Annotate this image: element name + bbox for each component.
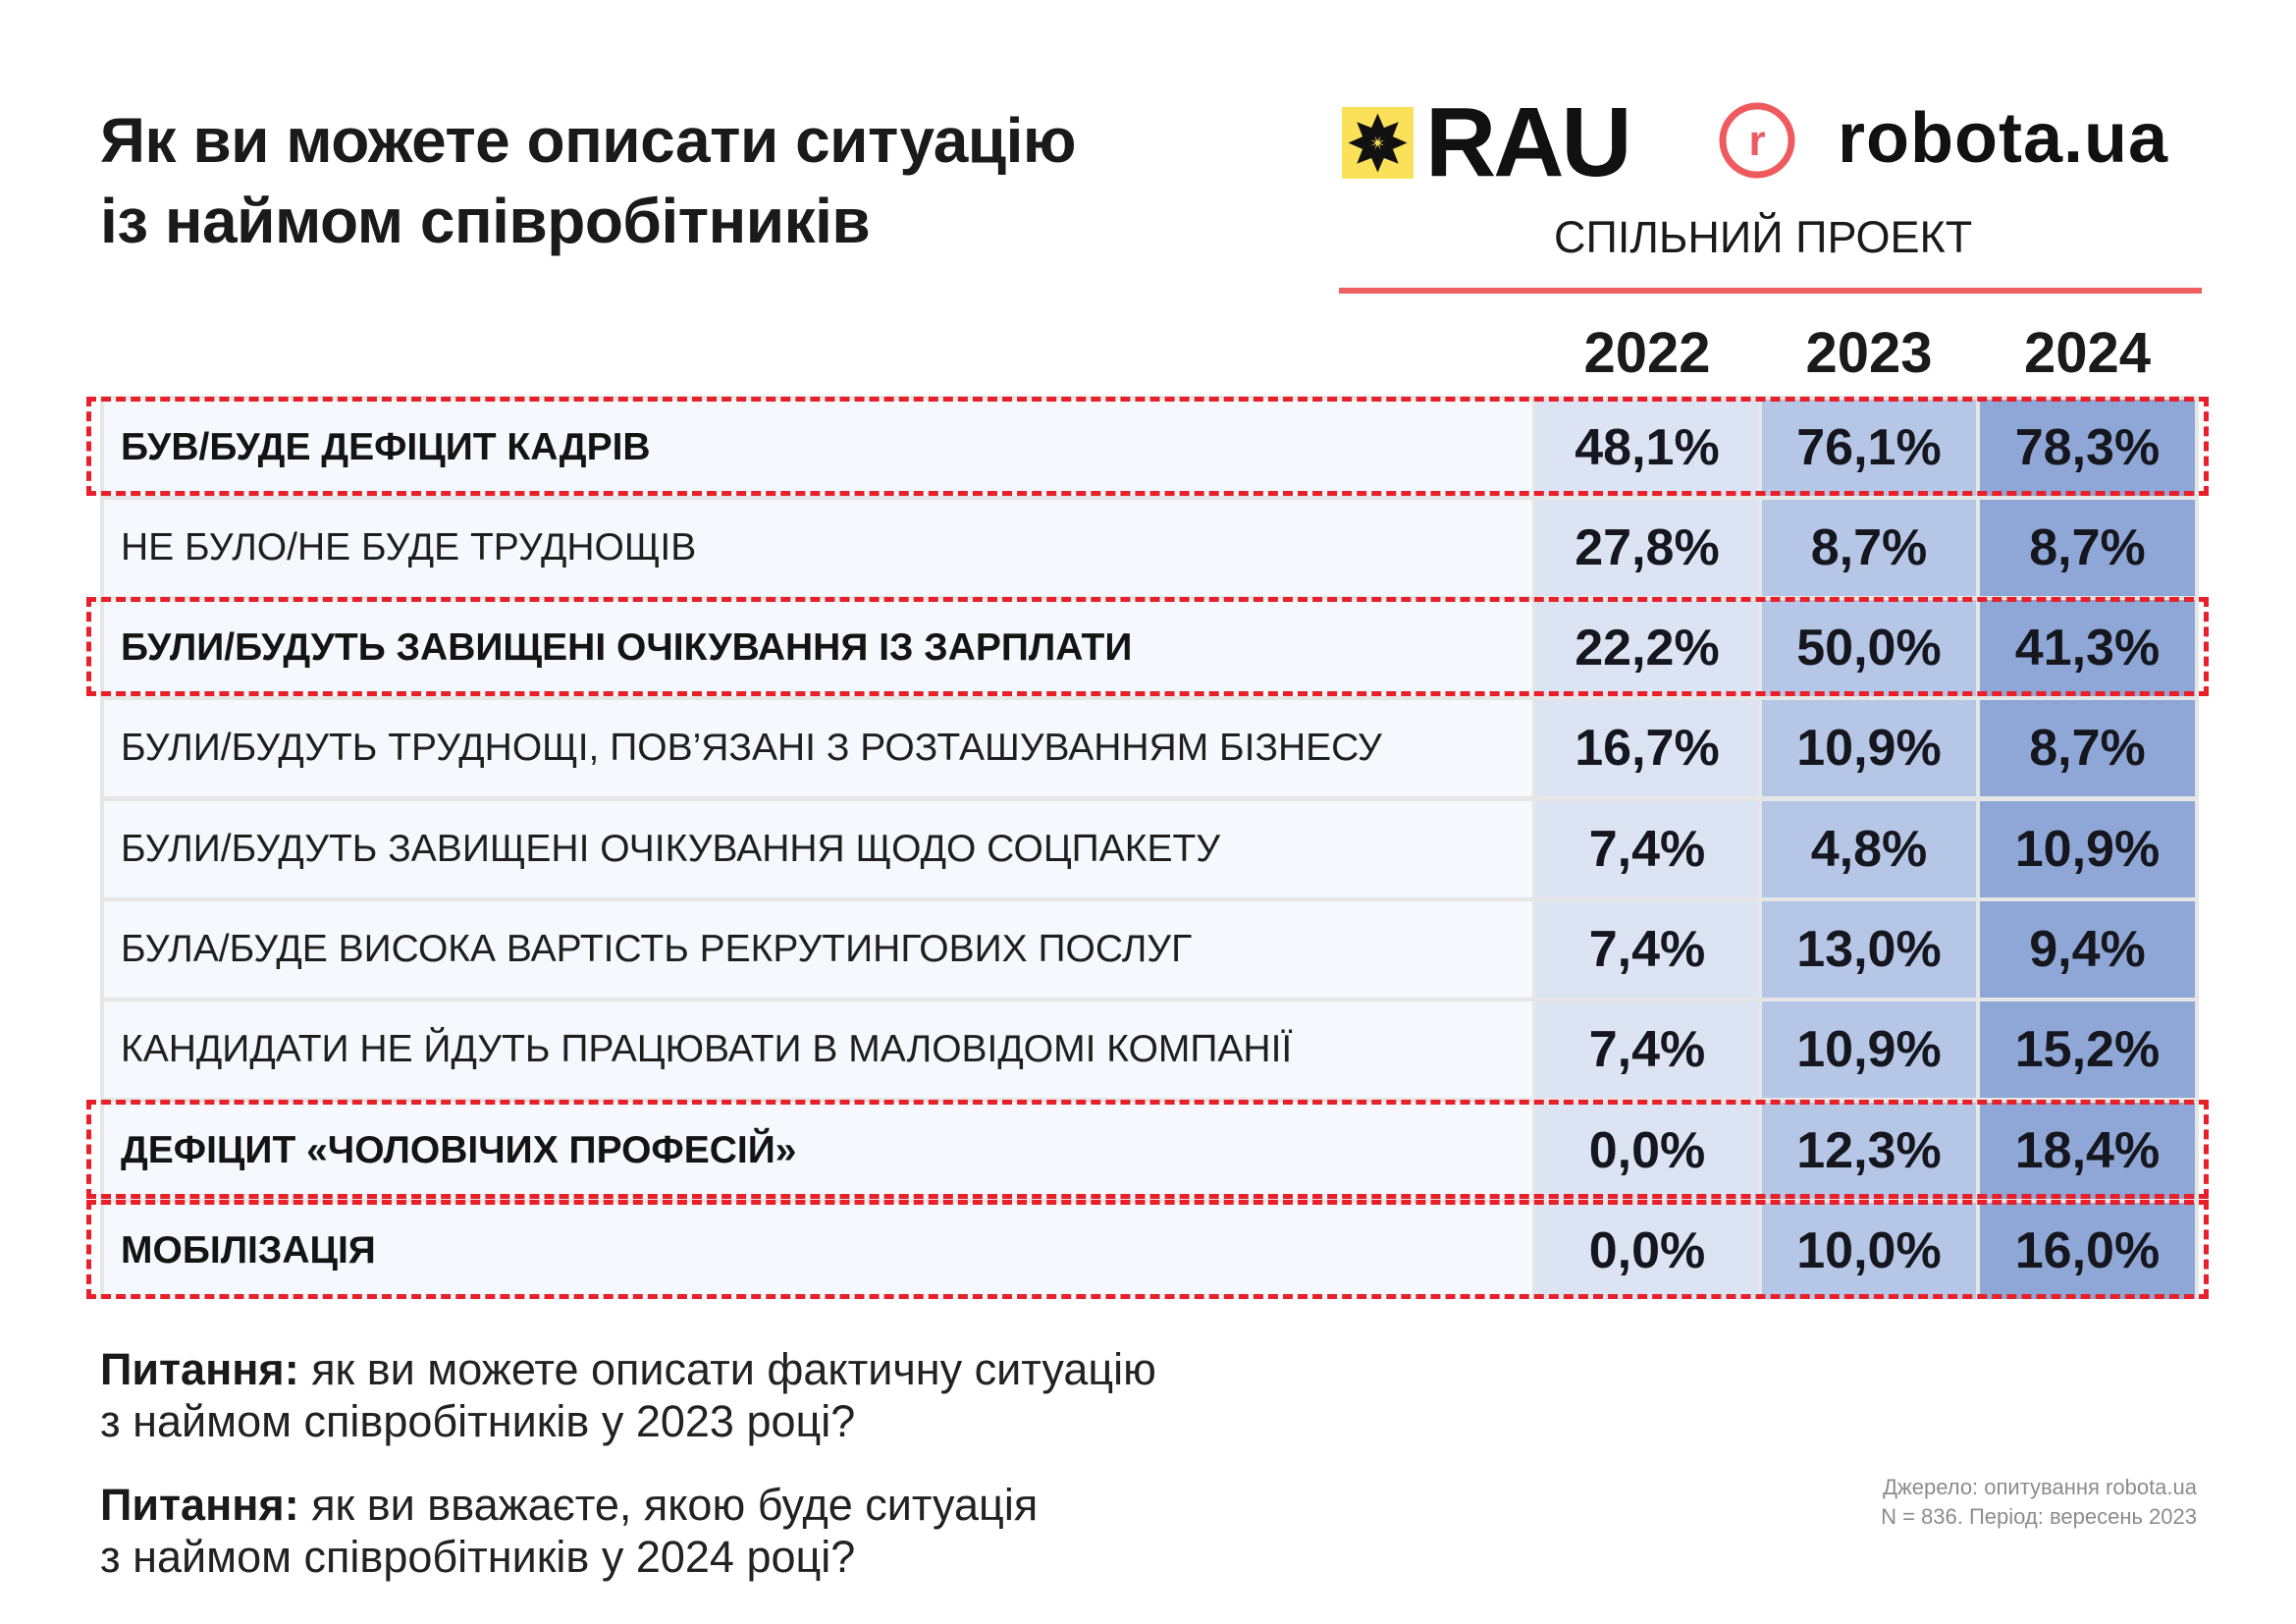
value-2022: 0,0% bbox=[1536, 1203, 1758, 1299]
source-line-1: Джерело: опитування robota.ua bbox=[1883, 1475, 2197, 1499]
source-note: Джерело: опитування robota.ua N = 836. П… bbox=[1881, 1473, 2197, 1532]
table-row: БУЛИ/БУДУТЬ ЗАВИЩЕНІ ОЧІКУВАННЯ ІЗ ЗАРПЛ… bbox=[100, 596, 2199, 696]
row-label: БУВ/БУДЕ ДЕФІЦИТ КАДРІВ bbox=[104, 400, 1532, 496]
value-2023: 10,9% bbox=[1762, 1001, 1976, 1098]
note-text-line2: з наймом співробітників у 2024 році? bbox=[100, 1532, 856, 1582]
value-2022: 48,1% bbox=[1536, 400, 1758, 496]
survey-table: БУВ/БУДЕ ДЕФІЦИТ КАДРІВ 48,1% 76,1% 78,3… bbox=[100, 396, 2199, 1299]
value-2024: 41,3% bbox=[1980, 600, 2195, 696]
title-line-2: із наймом співробітників bbox=[100, 186, 871, 256]
joint-project-caption: СПІЛЬНИЙ ПРОЕКТ bbox=[1554, 212, 1973, 262]
table-row: БУВ/БУДЕ ДЕФІЦИТ КАДРІВ 48,1% 76,1% 78,3… bbox=[100, 396, 2199, 496]
value-2022: 22,2% bbox=[1536, 600, 1758, 696]
note-text: як ви можете описати фактичну ситуацію bbox=[298, 1344, 1156, 1394]
source-line-2: N = 836. Період: вересень 2023 bbox=[1881, 1504, 2197, 1529]
question-note-2023: Питання: як ви можете описати фактичну с… bbox=[100, 1343, 1156, 1447]
robota-logo: r robota.ua bbox=[1718, 101, 2209, 182]
value-2023: 12,3% bbox=[1762, 1103, 1976, 1199]
rau-star-icon bbox=[1342, 107, 1414, 179]
table-row: МОБІЛІЗАЦІЯ 0,0% 10,0% 16,0% bbox=[100, 1199, 2199, 1299]
value-2022: 7,4% bbox=[1536, 801, 1758, 897]
column-header-2024: 2024 bbox=[2023, 321, 2152, 385]
value-2022: 7,4% bbox=[1536, 901, 1758, 998]
table-row: КАНДИДАТИ НЕ ЙДУТЬ ПРАЦЮВАТИ В МАЛОВІДОМ… bbox=[100, 998, 2199, 1098]
row-label: БУЛА/БУДЕ ВИСОКА ВАРТІСТЬ РЕКРУТИНГОВИХ … bbox=[104, 901, 1532, 998]
robota-icon-letter: r bbox=[1748, 117, 1765, 165]
row-label: МОБІЛІЗАЦІЯ bbox=[104, 1203, 1532, 1299]
value-2023: 8,7% bbox=[1762, 500, 1976, 596]
value-2024: 10,9% bbox=[1980, 801, 2195, 897]
table-row: БУЛА/БУДЕ ВИСОКА ВАРТІСТЬ РЕКРУТИНГОВИХ … bbox=[100, 897, 2199, 998]
value-2022: 0,0% bbox=[1536, 1103, 1758, 1199]
note-text-line2: з наймом співробітників у 2023 році? bbox=[100, 1396, 856, 1446]
question-note-2024: Питання: як ви вважаєте, якою буде ситуа… bbox=[100, 1479, 1038, 1583]
table-row: БУЛИ/БУДУТЬ ЗАВИЩЕНІ ОЧІКУВАННЯ ЩОДО СОЦ… bbox=[100, 797, 2199, 897]
value-2023: 10,9% bbox=[1762, 700, 1976, 796]
value-2022: 27,8% bbox=[1536, 500, 1758, 596]
value-2024: 18,4% bbox=[1980, 1103, 2195, 1199]
row-label: ДЕФІЦИТ «ЧОЛОВІЧИХ ПРОФЕСІЙ» bbox=[104, 1103, 1532, 1199]
value-2023: 13,0% bbox=[1762, 901, 1976, 998]
robota-wordmark: robota.ua bbox=[1838, 99, 2169, 178]
value-2023: 76,1% bbox=[1762, 400, 1976, 496]
value-2024: 8,7% bbox=[1980, 500, 2195, 596]
title-line-1: Як ви можете описати ситуацію bbox=[100, 105, 1077, 176]
table-row: ДЕФІЦИТ «ЧОЛОВІЧИХ ПРОФЕСІЙ» 0,0% 12,3% … bbox=[100, 1099, 2199, 1199]
value-2023: 4,8% bbox=[1762, 801, 1976, 897]
row-label: БУЛИ/БУДУТЬ ЗАВИЩЕНІ ОЧІКУВАННЯ ЩОДО СОЦ… bbox=[104, 801, 1532, 897]
value-2024: 9,4% bbox=[1980, 901, 2195, 998]
value-2024: 8,7% bbox=[1980, 700, 2195, 796]
column-header-2023: 2023 bbox=[1805, 321, 1933, 385]
value-2023: 50,0% bbox=[1762, 600, 1976, 696]
rau-logo: RAU bbox=[1342, 93, 1636, 191]
value-2024: 15,2% bbox=[1980, 1001, 2195, 1098]
table-row: НЕ БУЛО/НЕ БУДЕ ТРУДНОЩІВ 27,8% 8,7% 8,7… bbox=[100, 496, 2199, 596]
column-header-2022: 2022 bbox=[1583, 321, 1711, 385]
value-2022: 16,7% bbox=[1536, 700, 1758, 796]
row-label: НЕ БУЛО/НЕ БУДЕ ТРУДНОЩІВ bbox=[104, 500, 1532, 596]
row-label: БУЛИ/БУДУТЬ ТРУДНОЩІ, ПОВ’ЯЗАНІ З РОЗТАШ… bbox=[104, 700, 1532, 796]
value-2024: 16,0% bbox=[1980, 1203, 2195, 1299]
note-text: як ви вважаєте, якою буде ситуація bbox=[298, 1480, 1039, 1530]
rau-wordmark: RAU bbox=[1425, 87, 1632, 197]
page-title: Як ви можете описати ситуацію із наймом … bbox=[100, 100, 1077, 261]
table-row: БУЛИ/БУДУТЬ ТРУДНОЩІ, ПОВ’ЯЗАНІ З РОЗТАШ… bbox=[100, 696, 2199, 796]
note-prefix: Питання: bbox=[100, 1344, 299, 1394]
robota-circle-icon: r bbox=[1719, 102, 1795, 179]
value-2024: 78,3% bbox=[1980, 400, 2195, 496]
value-2022: 7,4% bbox=[1536, 1001, 1758, 1098]
note-prefix: Питання: bbox=[100, 1480, 299, 1530]
row-label: КАНДИДАТИ НЕ ЙДУТЬ ПРАЦЮВАТИ В МАЛОВІДОМ… bbox=[104, 1001, 1532, 1098]
row-label: БУЛИ/БУДУТЬ ЗАВИЩЕНІ ОЧІКУВАННЯ ІЗ ЗАРПЛ… bbox=[104, 600, 1532, 696]
header-divider bbox=[1339, 288, 2202, 294]
value-2023: 10,0% bbox=[1762, 1203, 1976, 1299]
